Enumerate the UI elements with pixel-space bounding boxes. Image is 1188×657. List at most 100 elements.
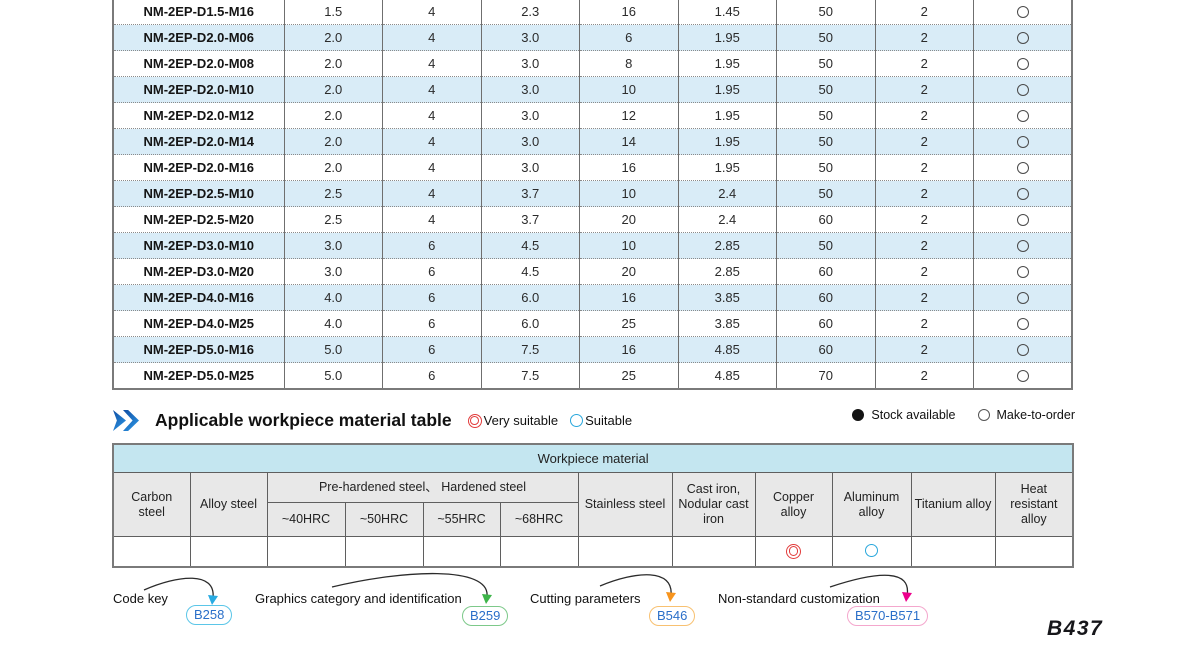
model-cell: NM-2EP-D2.0-M06	[113, 24, 284, 51]
value-cell: 4.5	[480, 232, 580, 259]
stock-cell	[973, 206, 1072, 233]
value-cell: 6.0	[480, 310, 580, 337]
stock-legend: Stock available Make-to-order	[852, 408, 1075, 422]
stock-cell	[973, 154, 1072, 181]
value-cell: 2	[874, 24, 974, 51]
ref-badge[interactable]: B259	[462, 606, 509, 626]
model-cell: NM-2EP-D1.5-M16	[143, 4, 255, 19]
col-55hrc: ~55HRC	[422, 502, 501, 537]
value-cell: 4	[382, 180, 481, 207]
value-cell: 50	[776, 232, 875, 259]
value-cell: 3.0	[283, 258, 383, 285]
suitable-icon	[570, 414, 584, 427]
value-cell: 6	[382, 232, 481, 259]
col-stainless-steel: Stainless steel	[577, 472, 673, 537]
spec-row: NM-2EP-D4.0-M25 4.0 6 6.0 25 3.85 60 2	[113, 310, 1072, 337]
workpiece-rating-row	[112, 536, 1074, 568]
value-cell: 6	[382, 336, 481, 363]
value-cell: 4.5	[480, 258, 580, 285]
model-cell: NM-2EP-D4.0-M25	[113, 310, 284, 337]
value-cell: 6.0	[480, 284, 580, 311]
ref-badge[interactable]: B546	[649, 606, 696, 626]
value-cell: 1.95	[677, 154, 777, 181]
value-cell: 2.5	[283, 206, 383, 233]
stock-cell	[973, 0, 1072, 25]
value-cell: 5.0	[283, 362, 383, 389]
very-suitable-icon	[786, 543, 801, 559]
model-cell: NM-2EP-D3.0-M20	[113, 258, 284, 285]
make-to-order-icon	[1016, 6, 1029, 18]
value-cell: 50	[776, 102, 875, 129]
value-cell: 2.0	[283, 50, 383, 77]
model-cell: NM-2EP-D2.0-M08	[113, 50, 284, 77]
rating-cell	[754, 536, 833, 568]
stock-cell	[973, 336, 1072, 363]
value-cell: 25	[579, 362, 678, 389]
rating-cell	[422, 536, 501, 568]
col-heat-resistant-alloy: Heat resistant alloy	[994, 472, 1074, 537]
suitable-icon	[865, 544, 878, 558]
graphics-category-label: Graphics category and identification	[255, 591, 462, 606]
value-cell: 3.0	[480, 128, 580, 155]
non-standard-customization-label: Non-standard customization	[718, 591, 880, 606]
value-cell: 10	[579, 76, 678, 103]
value-cell: 6	[382, 284, 481, 311]
col-68hrc: ~68HRC	[499, 502, 579, 537]
ref-badge[interactable]: B258	[186, 605, 233, 625]
value-cell: 70	[776, 362, 875, 389]
value-cell: 1.95	[677, 24, 777, 51]
value-cell: 2	[874, 180, 974, 207]
value-cell: 4.85	[677, 362, 777, 389]
section-head: Applicable workpiece material table Very…	[113, 410, 632, 431]
col-alloy-steel: Alloy steel	[189, 472, 268, 537]
value-cell: 2.85	[677, 232, 777, 259]
value-cell: 60	[776, 258, 875, 285]
value-cell: 50	[776, 24, 875, 51]
pointer-arrows	[143, 572, 912, 605]
value-cell: 4	[382, 154, 481, 181]
value-cell: 4	[382, 24, 481, 51]
make-to-order-icon	[1016, 344, 1029, 356]
make-to-order-legend: Make-to-order	[977, 408, 1076, 422]
value-cell: 10	[579, 180, 678, 207]
arrow-head	[902, 592, 912, 602]
value-cell: 1.5	[283, 0, 383, 25]
make-to-order-icon	[1016, 240, 1029, 252]
value-cell: 4	[382, 50, 481, 77]
value-cell: 2	[874, 336, 974, 363]
value-cell: 4	[382, 0, 481, 25]
spec-row: NM-2EP-D2.0-M16 2.0 4 3.0 16 1.95 50 2	[113, 154, 1072, 181]
value-cell: 60	[776, 206, 875, 233]
value-cell: 3.0	[480, 76, 580, 103]
value-cell: 6	[579, 24, 678, 51]
value-cell: 3.85	[677, 284, 777, 311]
value-cell: 10	[579, 232, 678, 259]
value-cell: 4.0	[283, 310, 383, 337]
rating-cell	[831, 536, 912, 568]
model-cell: NM-2EP-D2.5-M20	[113, 206, 284, 233]
cutting-parameters-label: Cutting parameters	[530, 591, 641, 606]
make-to-order-icon	[1016, 266, 1029, 278]
value-cell: 1.95	[677, 128, 777, 155]
make-to-order-icon	[1016, 32, 1029, 44]
value-cell: 2.3	[480, 0, 580, 25]
value-cell: 20	[579, 258, 678, 285]
col-50hrc: ~50HRC	[344, 502, 424, 537]
stock-cell	[973, 50, 1072, 77]
make-to-order-icon	[1016, 110, 1029, 122]
col-40hrc: ~40HRC	[266, 502, 346, 537]
value-cell: 2.0	[283, 76, 383, 103]
workpiece-title: Workpiece material	[112, 443, 1074, 473]
ref-badge[interactable]: B570-B571	[847, 606, 929, 626]
value-cell: 2.4	[677, 180, 777, 207]
stock-cell	[973, 362, 1072, 389]
spec-table-body: NM-2EP-D1.5-M16 1.5 4 2.3 16 1.45 50 2 NM-2EP-D2…	[113, 0, 1072, 389]
value-cell: 50	[776, 154, 875, 181]
value-cell: 2	[874, 362, 974, 389]
arrow-curve	[829, 574, 909, 597]
col-carbon-steel: Carbon steel	[112, 472, 191, 537]
value-cell: 2	[874, 310, 974, 337]
make-to-order-label: Make-to-order	[996, 408, 1076, 422]
very-suitable-icon	[467, 413, 482, 428]
arrow-head	[666, 592, 676, 602]
